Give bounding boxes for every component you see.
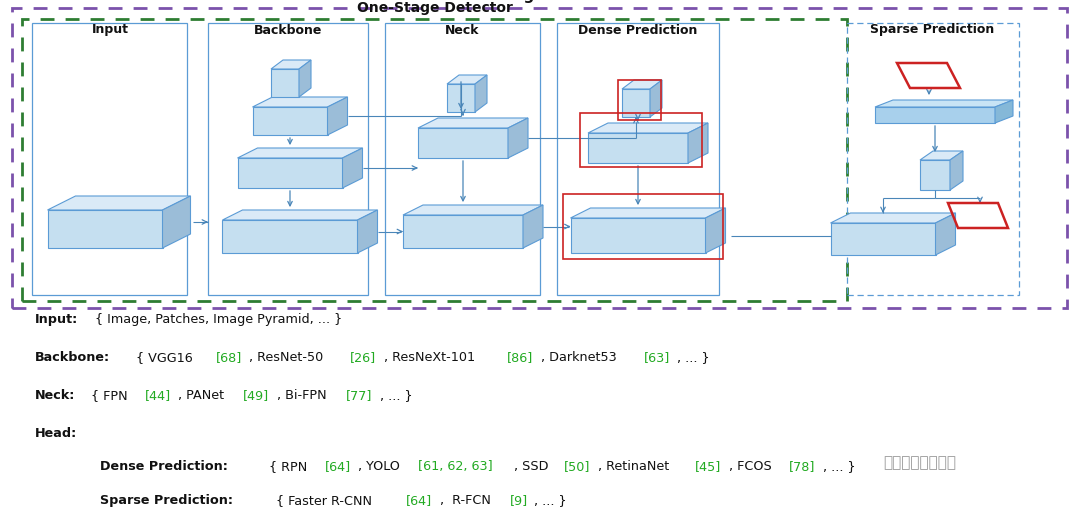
- Polygon shape: [650, 80, 662, 117]
- Text: Neck: Neck: [445, 23, 480, 36]
- Polygon shape: [570, 218, 705, 253]
- Polygon shape: [48, 210, 162, 248]
- Polygon shape: [447, 84, 475, 112]
- Text: , Darknet53: , Darknet53: [541, 351, 620, 364]
- Text: Dense Prediction:: Dense Prediction:: [100, 461, 228, 473]
- Text: [64]: [64]: [406, 494, 432, 507]
- Text: Backbone: Backbone: [254, 23, 322, 36]
- Text: , YOLO: , YOLO: [359, 461, 404, 473]
- Polygon shape: [705, 208, 726, 253]
- Polygon shape: [622, 89, 650, 117]
- Text: [63]: [63]: [644, 351, 670, 364]
- Polygon shape: [523, 205, 543, 248]
- Polygon shape: [299, 60, 311, 97]
- Polygon shape: [935, 213, 956, 255]
- Text: [50]: [50]: [564, 461, 590, 473]
- Text: [64]: [64]: [325, 461, 351, 473]
- Text: Input:: Input:: [35, 313, 78, 326]
- Text: { Faster R-CNN: { Faster R-CNN: [271, 494, 376, 507]
- Text: [44]: [44]: [145, 389, 171, 402]
- Text: 计算机视觉研究院: 计算机视觉研究院: [883, 455, 957, 470]
- Text: [61, 62, 63]: [61, 62, 63]: [418, 461, 492, 473]
- Text: Sparse Prediction: Sparse Prediction: [869, 23, 994, 36]
- Polygon shape: [831, 213, 956, 223]
- Polygon shape: [271, 69, 299, 97]
- Polygon shape: [875, 107, 995, 123]
- Text: Two-Stage Detector: Two-Stage Detector: [455, 0, 624, 3]
- Text: [45]: [45]: [694, 461, 721, 473]
- Polygon shape: [222, 210, 378, 220]
- Text: { RPN: { RPN: [265, 461, 311, 473]
- Polygon shape: [688, 123, 708, 163]
- Polygon shape: [418, 128, 508, 158]
- Text: [49]: [49]: [243, 389, 269, 402]
- Polygon shape: [831, 223, 935, 255]
- Text: [78]: [78]: [788, 461, 815, 473]
- Polygon shape: [162, 196, 190, 248]
- Polygon shape: [403, 215, 523, 248]
- Text: ,  R-FCN: , R-FCN: [440, 494, 495, 507]
- Text: [68]: [68]: [216, 351, 242, 364]
- Text: , ... }: , ... }: [677, 351, 710, 364]
- Polygon shape: [342, 148, 363, 188]
- Text: , SSD: , SSD: [514, 461, 552, 473]
- Polygon shape: [403, 205, 543, 215]
- Text: { VGG16: { VGG16: [132, 351, 197, 364]
- Text: [26]: [26]: [350, 351, 377, 364]
- Polygon shape: [253, 107, 327, 135]
- Polygon shape: [588, 123, 708, 133]
- Text: , ResNeXt-101: , ResNeXt-101: [384, 351, 480, 364]
- Text: , ... }: , ... }: [823, 461, 855, 473]
- Polygon shape: [48, 196, 190, 210]
- Text: , ResNet-50: , ResNet-50: [249, 351, 327, 364]
- Text: [9]: [9]: [511, 494, 528, 507]
- Polygon shape: [222, 220, 357, 253]
- Text: [77]: [77]: [346, 389, 373, 402]
- Polygon shape: [588, 133, 688, 163]
- Polygon shape: [475, 75, 487, 112]
- Polygon shape: [950, 151, 963, 190]
- Text: { Image, Patches, Image Pyramid, ... }: { Image, Patches, Image Pyramid, ... }: [91, 313, 342, 326]
- Polygon shape: [447, 75, 487, 84]
- Text: , RetinaNet: , RetinaNet: [597, 461, 673, 473]
- Text: Neck:: Neck:: [35, 389, 76, 402]
- Polygon shape: [920, 151, 963, 160]
- Polygon shape: [508, 118, 528, 158]
- Polygon shape: [418, 118, 528, 128]
- Text: One-Stage Detector: One-Stage Detector: [356, 1, 512, 15]
- Polygon shape: [327, 97, 348, 135]
- Text: [86]: [86]: [507, 351, 534, 364]
- Polygon shape: [995, 100, 1013, 123]
- Text: , ... }: , ... }: [380, 389, 413, 402]
- Text: { FPN: { FPN: [87, 389, 132, 402]
- Text: Head:: Head:: [35, 427, 78, 440]
- Text: , ... }: , ... }: [534, 494, 566, 507]
- Text: Sparse Prediction:: Sparse Prediction:: [100, 494, 233, 507]
- Polygon shape: [253, 97, 348, 107]
- Polygon shape: [271, 60, 311, 69]
- Polygon shape: [238, 158, 342, 188]
- Polygon shape: [875, 100, 1013, 107]
- Text: , PANet: , PANet: [178, 389, 229, 402]
- Polygon shape: [920, 160, 950, 190]
- Polygon shape: [622, 80, 662, 89]
- Text: Input: Input: [92, 23, 129, 36]
- Polygon shape: [238, 148, 363, 158]
- Text: Dense Prediction: Dense Prediction: [578, 23, 698, 36]
- Text: Backbone:: Backbone:: [35, 351, 110, 364]
- Polygon shape: [357, 210, 378, 253]
- Text: , Bi-FPN: , Bi-FPN: [276, 389, 330, 402]
- Polygon shape: [570, 208, 726, 218]
- Text: , FCOS: , FCOS: [729, 461, 775, 473]
